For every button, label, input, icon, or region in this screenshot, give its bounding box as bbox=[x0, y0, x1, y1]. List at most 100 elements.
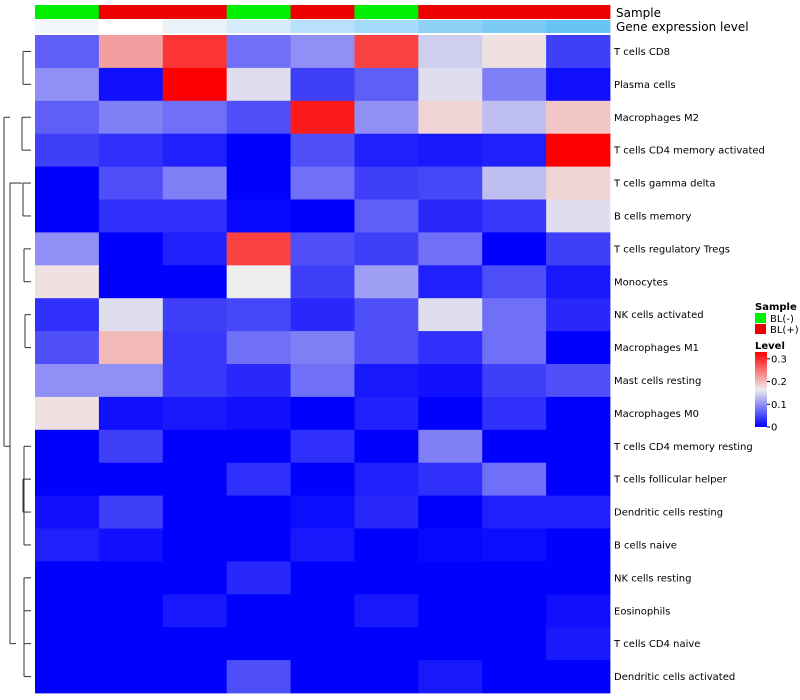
heatmap-cell bbox=[226, 265, 291, 299]
row-label: T cells CD4 naive bbox=[613, 639, 700, 650]
heatmap-cell bbox=[418, 100, 483, 135]
legend-level-ticks: 0.3 0.2 0.1 0 bbox=[767, 354, 787, 434]
heatmap-cell bbox=[98, 364, 164, 398]
heatmap-cell bbox=[35, 232, 100, 266]
heatmap-cell bbox=[162, 331, 228, 365]
heatmap-cell bbox=[418, 133, 483, 167]
heatmap-cells bbox=[35, 35, 611, 694]
heatmap-cell bbox=[35, 199, 100, 233]
heatmap-cell bbox=[35, 35, 100, 69]
heatmap-cell bbox=[546, 265, 611, 299]
heatmap-cell bbox=[354, 561, 419, 595]
heatmap-cell bbox=[546, 429, 611, 464]
heatmap-cell bbox=[290, 100, 355, 135]
heatmap-cell bbox=[354, 100, 419, 135]
row-label: T cells follicular helper bbox=[613, 475, 728, 486]
gene-expression-level-cell bbox=[418, 20, 483, 33]
heatmap-cell bbox=[35, 265, 100, 299]
heatmap-cell bbox=[290, 232, 355, 266]
legend-level-title: Level bbox=[755, 341, 785, 352]
heatmap-cell bbox=[35, 298, 100, 332]
heatmap-cell bbox=[35, 627, 100, 661]
heatmap-cell bbox=[354, 627, 419, 661]
heatmap-cell bbox=[418, 462, 483, 496]
sample-annotation-cell bbox=[418, 5, 483, 19]
heatmap-cell bbox=[290, 331, 355, 365]
heatmap-cell bbox=[354, 35, 419, 69]
legend-level-tick-label: 0.3 bbox=[771, 354, 787, 365]
heatmap-cell bbox=[482, 528, 547, 562]
heatmap-cell bbox=[546, 35, 611, 69]
heatmap-cell bbox=[290, 35, 355, 69]
heatmap-cell bbox=[546, 100, 611, 135]
heatmap-cell bbox=[290, 495, 355, 529]
gene-expression-level-cell bbox=[546, 20, 611, 33]
heatmap-cell bbox=[162, 429, 228, 464]
gene-expression-level-cell bbox=[98, 20, 164, 33]
heatmap-cell bbox=[418, 67, 483, 102]
gene-expression-level-annotation-bar bbox=[35, 20, 611, 33]
heatmap-cell bbox=[546, 660, 611, 694]
sample-annotation-cell bbox=[546, 5, 611, 19]
heatmap-cell bbox=[226, 561, 291, 595]
heatmap-cell bbox=[354, 331, 419, 365]
legend-level-tick-label: 0.2 bbox=[771, 377, 787, 388]
row-dendrogram bbox=[3, 50, 31, 678]
heatmap-cell bbox=[546, 67, 611, 102]
heatmap-cell bbox=[35, 495, 100, 529]
heatmap-cell bbox=[98, 462, 164, 496]
gene-expression-level-cell bbox=[35, 20, 100, 33]
heatmap-cell bbox=[418, 561, 483, 595]
heatmap-cell bbox=[226, 528, 291, 562]
heatmap-cell bbox=[290, 429, 355, 464]
heatmap-cell bbox=[290, 462, 355, 496]
heatmap-cell bbox=[162, 462, 228, 496]
heatmap-cell bbox=[98, 298, 164, 332]
heatmap-cell bbox=[418, 298, 483, 332]
heatmap-cell bbox=[418, 35, 483, 69]
legend-sample-entries: BL(-)BL(+) bbox=[755, 313, 799, 336]
row-label: Dendritic cells activated bbox=[614, 672, 735, 683]
row-label: T cells CD8 bbox=[613, 47, 670, 58]
heatmap-cell bbox=[290, 199, 355, 233]
heatmap-cell bbox=[98, 396, 164, 431]
legend-level-tick-label: 0.1 bbox=[771, 400, 787, 411]
heatmap-cell bbox=[482, 100, 547, 135]
heatmap-cell bbox=[354, 199, 419, 233]
heatmap-cell bbox=[226, 462, 291, 496]
heatmap-cell bbox=[226, 298, 291, 332]
heatmap-cell bbox=[546, 396, 611, 431]
heatmap-cell bbox=[546, 199, 611, 233]
heatmap-cell bbox=[226, 100, 291, 135]
row-labels: T cells CD8 Plasma cells Macrophages M2 T c… bbox=[613, 47, 765, 683]
heatmap-cell bbox=[546, 331, 611, 365]
heatmap-cell bbox=[290, 298, 355, 332]
heatmap-cell bbox=[162, 594, 228, 628]
heatmap-cell bbox=[418, 594, 483, 628]
legend-sample-label: BL(+) bbox=[770, 325, 799, 336]
row-label: Mast cells resting bbox=[614, 376, 701, 387]
heatmap-cell bbox=[98, 67, 164, 102]
heatmap-cell bbox=[35, 528, 100, 562]
heatmap-cell bbox=[162, 100, 228, 135]
sample-annotation-cell bbox=[35, 5, 100, 19]
sample-annotation-cell bbox=[98, 5, 164, 19]
heatmap-cell bbox=[418, 199, 483, 233]
heatmap-cell bbox=[35, 331, 100, 365]
heatmap-cell bbox=[482, 364, 547, 398]
heatmap-cell bbox=[482, 627, 547, 661]
heatmap-cell bbox=[162, 298, 228, 332]
heatmap-cell bbox=[226, 232, 291, 266]
heatmap-cell bbox=[546, 166, 611, 200]
heatmap-cell bbox=[354, 429, 419, 464]
heatmap-cell bbox=[162, 396, 228, 431]
heatmap-cell bbox=[35, 429, 100, 464]
row-label: T cells CD4 memory resting bbox=[613, 442, 753, 453]
sample-annotation-bar bbox=[35, 5, 611, 19]
heatmap-cell bbox=[290, 594, 355, 628]
heatmap-cell bbox=[98, 594, 164, 628]
heatmap-cell bbox=[546, 298, 611, 332]
row-label: Macrophages M1 bbox=[614, 343, 699, 354]
heatmap-cell bbox=[290, 660, 355, 694]
heatmap-cell bbox=[482, 67, 547, 102]
